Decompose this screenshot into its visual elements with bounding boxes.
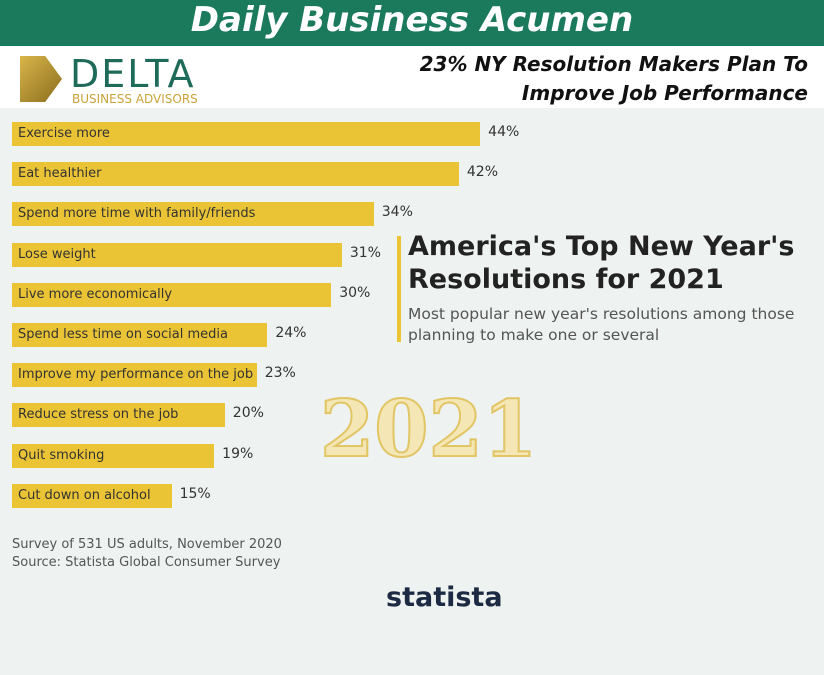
category-label: Improve my performance on the job (18, 367, 254, 383)
value-label: 42% (466, 164, 498, 181)
value-label: 19% (222, 445, 254, 462)
category-label: Spend more time with family/friends (18, 206, 256, 222)
bar (12, 483, 172, 508)
header-band (0, 0, 824, 46)
category-label: Exercise more (18, 126, 110, 141)
value-label: 44% (488, 124, 520, 140)
headline: 23% NY Resolution Makers Plan To Improve… (419, 52, 808, 105)
category-label: Quit smoking (18, 447, 105, 463)
bar (12, 443, 215, 468)
bar (12, 122, 481, 146)
chart-subtitle: Most popular new year's resolutions amon… (408, 305, 795, 344)
site-title: Daily Business Acumen (190, 0, 634, 40)
bar (12, 242, 342, 267)
brand: statista (386, 582, 503, 613)
logo: DELTA (70, 52, 196, 96)
bar (12, 403, 225, 428)
header-area (0, 46, 824, 108)
bar (12, 282, 332, 307)
category-label: Eat healthier (18, 166, 102, 182)
source: Source: Statista Global Consumer Survey (12, 555, 281, 570)
value-label: 15% (179, 485, 211, 502)
value-label: 34% (381, 204, 413, 221)
value-label: 30% (339, 284, 371, 301)
title-accent (397, 236, 401, 342)
chart-title: America's Top New Year's Resolutions for… (408, 231, 795, 295)
value-label: 31% (349, 244, 381, 261)
bar (12, 323, 268, 347)
bar (12, 363, 257, 388)
bar (12, 202, 374, 227)
decoration: 2021 (319, 383, 538, 476)
category-label: Spend less time on social media (18, 327, 228, 342)
bar (12, 162, 459, 187)
value-label: 23% (264, 365, 296, 382)
category-label: Lose weight (18, 246, 96, 262)
value-label: 24% (275, 325, 307, 341)
footnote: Survey of 531 US adults, November 2020 (12, 537, 282, 552)
category-label: Cut down on alcohol (18, 487, 151, 503)
category-label: Live more economically (18, 286, 173, 302)
category-label: Reduce stress on the job (18, 407, 179, 423)
value-label: 20% (232, 405, 264, 422)
logo-tagline: BUSINESS ADVISORS (72, 92, 198, 106)
